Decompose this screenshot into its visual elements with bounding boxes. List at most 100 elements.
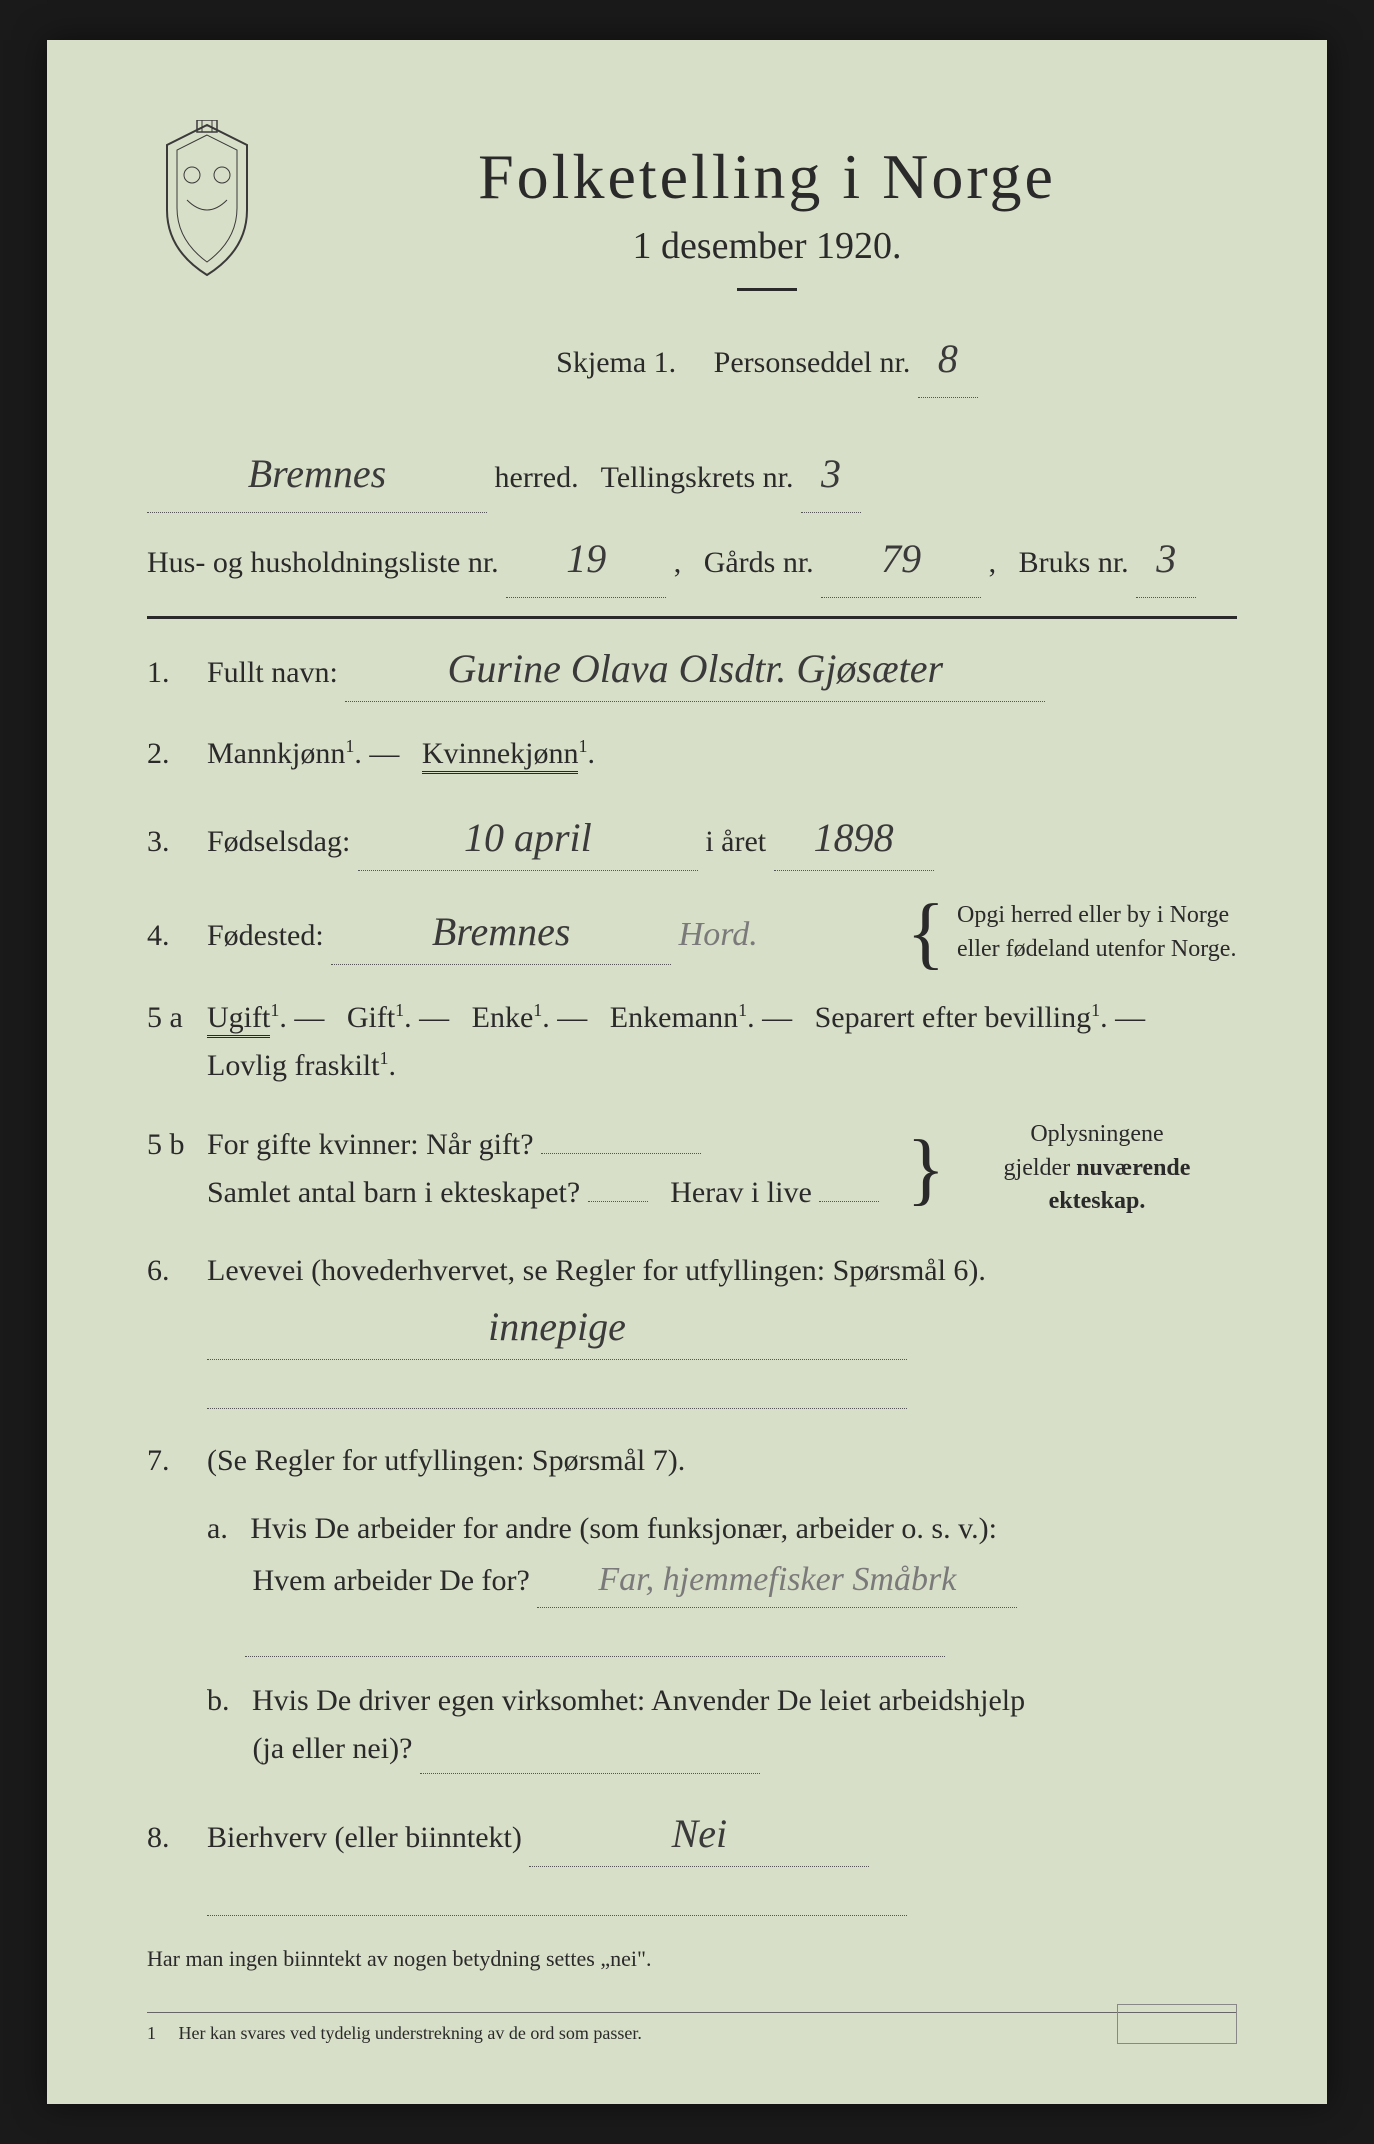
title-divider	[737, 288, 797, 291]
q8-value: Nei	[529, 1802, 869, 1867]
q5a-ugift: Ugift	[207, 1001, 270, 1038]
q7a-value-line2	[245, 1608, 945, 1657]
q4-value: Bremnes	[331, 900, 671, 965]
footnote-text: Her kan svares ved tydelig understreknin…	[179, 2023, 642, 2043]
q2-male: Mannkjønn	[207, 737, 345, 770]
q2-female: Kvinnekjønn	[422, 737, 579, 774]
q8-row: 8. Bierhverv (eller biinntekt) Nei	[147, 1802, 1237, 1916]
q2-num: 2.	[147, 730, 207, 778]
q5b-note: Oplysningene gjelder nuværende ekteskap.	[957, 1118, 1237, 1219]
q5b-label2: Samlet antal barn i ekteskapet?	[207, 1176, 580, 1209]
q4-label: Fødested:	[207, 919, 324, 952]
personseddel-value: 8	[918, 321, 978, 398]
footer-note-1: Har man ingen biinntekt av nogen betydni…	[147, 1946, 1237, 1972]
q7-num: 7.	[147, 1437, 207, 1485]
q5b-val1	[541, 1153, 701, 1154]
q5b-label3: Herav i live	[670, 1176, 812, 1209]
crest-svg	[147, 120, 267, 280]
bruks-label: Bruks nr.	[1019, 546, 1129, 579]
q6-content: Levevei (hovederhvervet, se Regler for u…	[207, 1247, 1237, 1409]
q1-num: 1.	[147, 649, 207, 697]
subtitle: 1 desember 1920.	[297, 224, 1237, 268]
q7b-label1: Hvis De driver egen virksomhet: Anvender…	[252, 1684, 1025, 1717]
herred-line: Bremnes herred. Tellingskrets nr. 3	[147, 436, 1237, 513]
brace-icon: {	[895, 909, 957, 957]
q7a-value: Far, hjemmefisker Småbrk	[537, 1553, 1017, 1608]
q3-label: Fødselsdag:	[207, 825, 350, 858]
q1-value: Gurine Olava Olsdtr. Gjøsæter	[345, 637, 1045, 702]
q3-year-label: i året	[705, 825, 766, 858]
q8-content: Bierhverv (eller biinntekt) Nei	[207, 1802, 1237, 1916]
q6-value-line2	[207, 1360, 907, 1409]
q4-left: Fødested: Bremnes Hord.	[207, 900, 895, 965]
herred-value: Bremnes	[147, 436, 487, 513]
skjema-line: Skjema 1. Personseddel nr. 8	[297, 321, 1237, 398]
q8-label: Bierhverv (eller biinntekt)	[207, 1821, 522, 1854]
q5b-label1: For gifte kvinner: Når gift?	[207, 1128, 534, 1161]
q7b-num: b.	[207, 1684, 230, 1717]
q7-row: 7. (Se Regler for utfyllingen: Spørsmål …	[147, 1437, 1237, 1774]
q5a-content: Ugift1. — Gift1. — Enke1. — Enkemann1. —…	[207, 994, 1237, 1090]
hus-label: Hus- og husholdningsliste nr.	[147, 546, 499, 579]
q7b-label2: (ja eller nei)?	[253, 1732, 413, 1765]
q5a-gift: Gift	[347, 1001, 395, 1034]
header-section: Folketelling i Norge 1 desember 1920. Sk…	[147, 120, 1237, 406]
q5b-content: For gifte kvinner: Når gift? Samlet anta…	[207, 1118, 1237, 1219]
q5a-fraskilt: Lovlig fraskilt	[207, 1049, 379, 1082]
q6-value: innepige	[207, 1295, 907, 1360]
q5a-row: 5 a Ugift1. — Gift1. — Enke1. — Enkemann…	[147, 994, 1237, 1090]
q4-num: 4.	[147, 912, 207, 960]
q6-label: Levevei (hovederhvervet, se Regler for u…	[207, 1254, 986, 1287]
q4-pencil-note: Hord.	[679, 916, 758, 953]
q3-year-value: 1898	[774, 806, 934, 871]
q7a-label2: Hvem arbeider De for?	[253, 1564, 530, 1597]
q7a-num: a.	[207, 1512, 228, 1545]
herred-label: herred.	[495, 461, 579, 494]
printer-stamp	[1117, 2004, 1237, 2044]
q6-num: 6.	[147, 1247, 207, 1295]
q7-content: (Se Regler for utfyllingen: Spørsmål 7).…	[207, 1437, 1237, 1774]
skjema-label: Skjema 1.	[556, 346, 676, 379]
q7b: b. Hvis De driver egen virksomhet: Anven…	[207, 1677, 1237, 1774]
q8-value-line2	[207, 1867, 907, 1916]
personseddel-label: Personseddel nr.	[714, 346, 911, 379]
q4-note: Opgi herred eller by i Norge eller fødel…	[957, 899, 1237, 966]
main-title: Folketelling i Norge	[297, 140, 1237, 214]
title-block: Folketelling i Norge 1 desember 1920. Sk…	[297, 120, 1237, 406]
q5b-val3	[819, 1201, 879, 1202]
gards-value: 79	[821, 521, 981, 598]
q7a-label1: Hvis De arbeider for andre (som funksjon…	[250, 1512, 997, 1545]
q3-content: Fødselsdag: 10 april i året 1898	[207, 806, 1237, 871]
bruks-value: 3	[1136, 521, 1196, 598]
q7b-value	[420, 1725, 760, 1774]
footnote-num: 1	[147, 2023, 156, 2043]
tellingskrets-value: 3	[801, 436, 861, 513]
divider-1	[147, 616, 1237, 619]
q5a-num: 5 a	[147, 994, 207, 1042]
hus-value: 19	[506, 521, 666, 598]
q4-row: 4. Fødested: Bremnes Hord. { Opgi herred…	[147, 899, 1237, 966]
q5b-num: 5 b	[147, 1121, 207, 1169]
footer-note-2: 1 Her kan svares ved tydelig understrekn…	[147, 2012, 1237, 2044]
q5b-val2	[588, 1201, 648, 1202]
coat-of-arms-icon	[147, 120, 267, 280]
q3-day-value: 10 april	[358, 806, 698, 871]
q6-row: 6. Levevei (hovederhvervet, se Regler fo…	[147, 1247, 1237, 1409]
q1-content: Fullt navn: Gurine Olava Olsdtr. Gjøsæte…	[207, 637, 1237, 702]
gards-label: Gårds nr.	[704, 546, 814, 579]
q5a-separert: Separert efter bevilling	[815, 1001, 1092, 1034]
q5b-left: For gifte kvinner: Når gift? Samlet anta…	[207, 1121, 895, 1217]
q5b-row: 5 b For gifte kvinner: Når gift? Samlet …	[147, 1118, 1237, 1219]
census-form-document: Folketelling i Norge 1 desember 1920. Sk…	[47, 40, 1327, 2104]
q3-num: 3.	[147, 818, 207, 866]
q8-num: 8.	[147, 1814, 207, 1862]
hus-line: Hus- og husholdningsliste nr. 19 , Gårds…	[147, 521, 1237, 598]
q7a: a. Hvis De arbeider for andre (som funks…	[207, 1505, 1237, 1657]
q2-content: Mannkjønn1. — Kvinnekjønn1.	[207, 730, 1237, 778]
tellingskrets-label: Tellingskrets nr.	[601, 461, 794, 494]
q4-content: Fødested: Bremnes Hord. { Opgi herred el…	[207, 899, 1237, 966]
q1-row: 1. Fullt navn: Gurine Olava Olsdtr. Gjøs…	[147, 637, 1237, 702]
q2-row: 2. Mannkjønn1. — Kvinnekjønn1.	[147, 730, 1237, 778]
q1-label: Fullt navn:	[207, 656, 338, 689]
q7-label: (Se Regler for utfyllingen: Spørsmål 7).	[207, 1444, 685, 1477]
